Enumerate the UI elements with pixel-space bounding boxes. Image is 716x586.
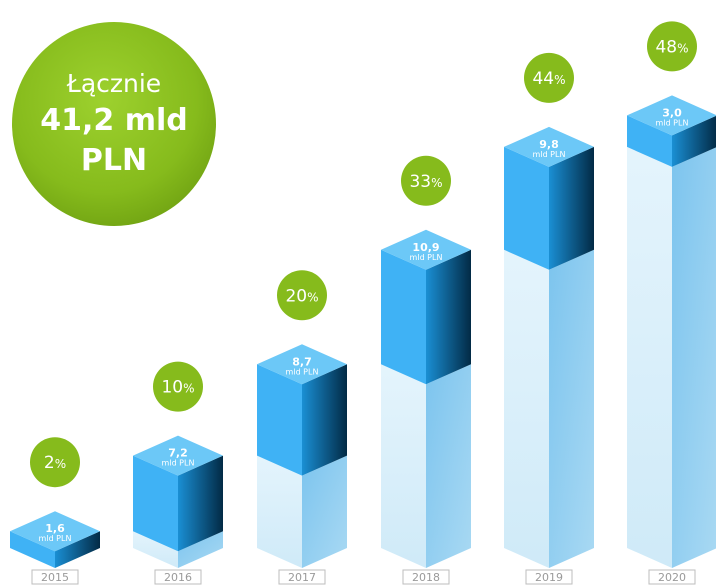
percent-number-2018: 33 [409, 172, 431, 192]
percent-sign-2016: % [183, 382, 194, 396]
percent-number-2019: 44 [532, 69, 554, 89]
value-label-2019: 9,8 [539, 138, 559, 151]
percent-sign-2018: % [431, 176, 442, 190]
bar-increment-top-2020 [627, 95, 716, 136]
percent-label-2015: 2% [44, 453, 66, 473]
total-value-line1: 41,2 mld [40, 103, 188, 138]
percent-label-2018: 33% [409, 172, 442, 192]
percent-badge-2016 [153, 361, 203, 412]
value-label-2015: 1,6 [45, 522, 65, 535]
year-label-2018: 2018 [412, 571, 440, 584]
percent-number-2020: 48 [655, 37, 677, 57]
percent-badge-2017 [277, 270, 327, 321]
bar-base-front-2020 [627, 146, 672, 568]
total-badge: Łącznie 41,2 mld PLN [12, 22, 216, 226]
percent-sign-2020: % [677, 41, 688, 55]
year-box-2020 [648, 569, 696, 585]
bar-base-side-2017 [302, 455, 347, 568]
percent-sign-2015: % [55, 457, 66, 471]
year-box-2016 [154, 569, 202, 585]
value-label-2020: 3,0 [662, 106, 682, 119]
percent-label-2020: 48% [655, 37, 688, 57]
year-box-2015 [31, 569, 79, 585]
bar-increment-front-2015 [10, 531, 55, 568]
unit-label-2019: mld PLN [533, 150, 566, 159]
unit-label-2018: mld PLN [410, 253, 443, 262]
bar-base-front-2016 [133, 531, 178, 568]
unit-label-2016: mld PLN [162, 459, 195, 468]
total-label: Łącznie [66, 69, 162, 98]
unit-label-2017: mld PLN [286, 367, 319, 376]
bar-base-side-2016 [178, 531, 223, 568]
percent-label-2017: 20% [285, 286, 318, 306]
bar-increment-side-2018 [426, 249, 471, 385]
bar-base-front-2019 [504, 249, 549, 569]
percent-number-2017: 20 [285, 286, 307, 306]
bar-increment-top-2016 [133, 435, 223, 476]
bar-increment-top-2018 [381, 229, 471, 270]
bar-base-side-2019 [549, 249, 594, 569]
bar-increment-side-2019 [549, 146, 594, 270]
bar-increment-front-2017 [257, 364, 302, 476]
unit-label-2020: mld PLN [656, 118, 689, 127]
year-label-2020: 2020 [658, 571, 686, 584]
bar-increment-front-2020 [627, 115, 672, 167]
percent-badge-2019 [524, 52, 574, 103]
percent-sign-2017: % [307, 290, 318, 304]
unit-label-2015: mld PLN [39, 534, 72, 543]
year-box-2018 [402, 569, 450, 585]
year-label-2019: 2019 [535, 571, 563, 584]
year-box-2019 [525, 569, 573, 585]
bar-increment-front-2016 [133, 455, 178, 552]
bar-base-front-2017 [257, 455, 302, 568]
bar-increment-front-2018 [381, 249, 426, 385]
percent-badge-2015 [30, 437, 80, 488]
bar-base-front-2018 [381, 364, 426, 568]
year-label-2017: 2017 [288, 571, 316, 584]
percent-badge-2018 [401, 155, 451, 206]
bar-increment-side-2015 [55, 531, 100, 568]
year-label-2015: 2015 [41, 571, 69, 584]
percent-badge-2020 [647, 21, 697, 72]
percent-label-2019: 44% [532, 69, 565, 89]
bar-increment-top-2017 [257, 344, 347, 385]
bar-increment-side-2016 [178, 455, 223, 552]
percent-sign-2019: % [554, 73, 565, 87]
year-label-2016: 2016 [164, 571, 192, 584]
value-label-2018: 10,9 [412, 241, 439, 254]
percent-label-2016: 10% [161, 378, 194, 398]
bar-increment-side-2017 [302, 364, 347, 476]
value-label-2016: 7,2 [168, 447, 188, 460]
bar-increment-top-2019 [504, 126, 594, 167]
percent-number-2015: 2 [44, 453, 55, 473]
total-value-line2: PLN [80, 143, 148, 178]
bar-increment-top-2015 [10, 511, 100, 552]
bar-increment-front-2019 [504, 146, 549, 270]
bar-base-side-2018 [426, 364, 471, 568]
bar-increment-side-2020 [672, 115, 716, 167]
value-label-2017: 8,7 [292, 355, 312, 368]
percent-number-2016: 10 [161, 378, 183, 398]
year-box-2017 [278, 569, 326, 585]
bar-base-side-2020 [672, 147, 716, 568]
